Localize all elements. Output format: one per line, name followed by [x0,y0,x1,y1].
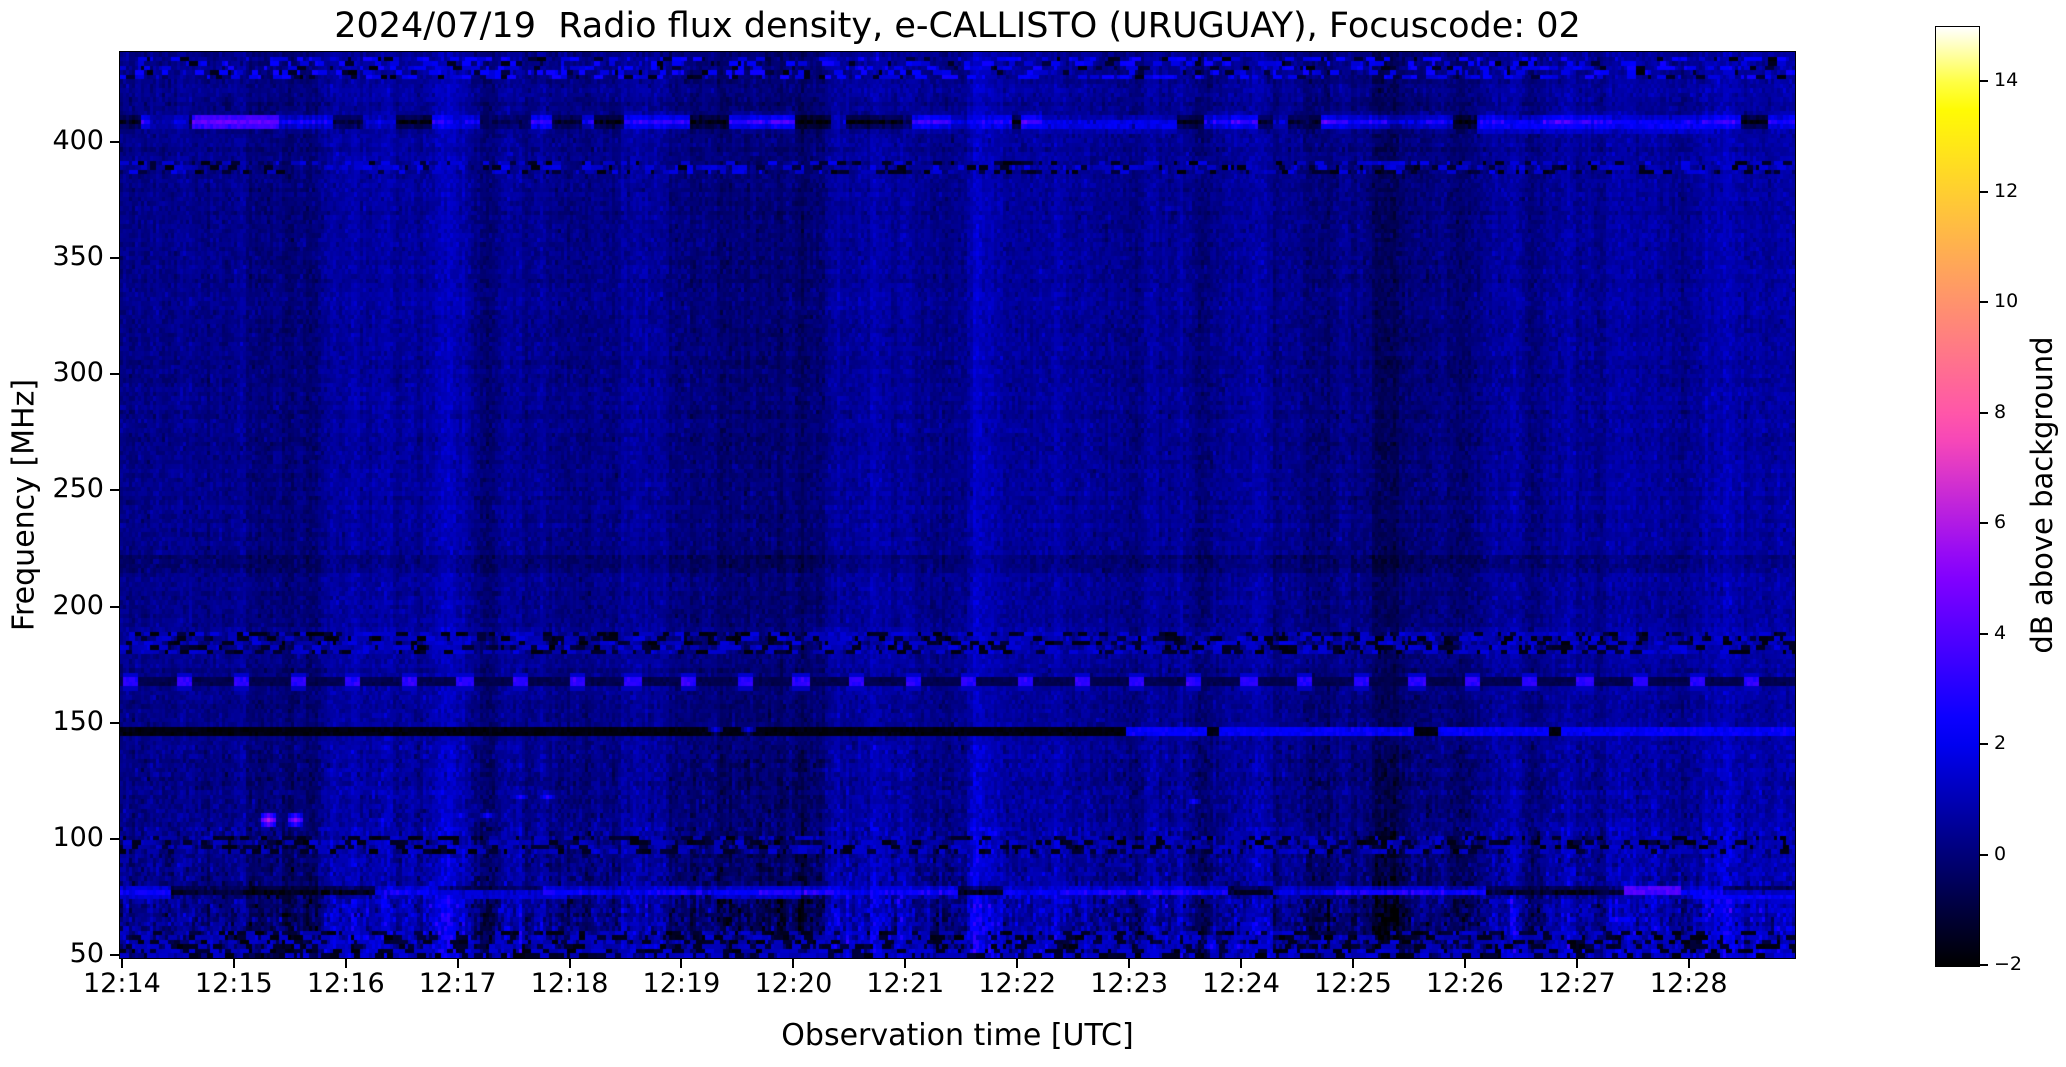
colorbar-tick-label: 8 [1994,400,2007,423]
x-tick-mark [1575,959,1578,968]
x-tick-mark [344,959,347,968]
x-tick-mark [568,959,571,968]
y-tick-label: 200 [52,589,104,621]
x-tick-mark [1240,959,1243,968]
y-tick-mark [110,140,119,143]
x-tick-mark [904,959,907,968]
colorbar-tick-mark [1980,853,1988,856]
y-tick-mark [110,373,119,376]
x-tick-label: 12:27 [1537,968,1616,999]
x-tick-label: 12:18 [530,968,609,999]
x-tick-label: 12:14 [82,968,161,999]
y-tick-label: 250 [52,473,104,505]
x-tick-label: 12:17 [418,968,497,999]
x-tick-mark [120,959,123,968]
colorbar-tick-mark [1980,743,1988,746]
y-tick-mark [110,257,119,260]
y-tick-label: 350 [52,241,104,273]
x-tick-mark [1463,959,1466,968]
y-tick-label: 400 [52,124,104,156]
x-tick-mark [792,959,795,968]
y-tick-label: 50 [69,937,104,969]
x-tick-label: 12:28 [1649,968,1728,999]
colorbar [1935,26,1980,967]
x-tick-label: 12:24 [1202,968,1280,999]
x-tick-label: 12:19 [642,968,721,999]
x-tick-label: 12:15 [194,968,273,999]
y-tick-mark [110,953,119,956]
colorbar-tick-mark [1980,301,1988,304]
x-tick-mark [1128,959,1131,968]
colorbar-tick-mark [1980,411,1988,414]
plot-area [119,51,1796,959]
colorbar-tick-label: 2 [1994,732,2007,755]
colorbar-tick-label: 4 [1994,621,2007,644]
x-tick-label: 12:23 [1090,968,1169,999]
x-tick-label: 12:21 [866,968,945,999]
x-tick-mark [1016,959,1019,968]
y-tick-mark [110,605,119,608]
spectrogram-heatmap [120,52,1795,958]
y-tick-label: 100 [52,821,104,853]
colorbar-tick-mark [1980,80,1988,83]
colorbar-tick-mark [1980,632,1988,635]
x-tick-label: 12:26 [1425,968,1504,999]
colorbar-tick-label: 10 [1994,290,2019,313]
x-tick-mark [232,959,235,968]
colorbar-tick-label: 6 [1994,511,2007,534]
x-tick-mark [1351,959,1354,968]
x-tick-label: 12:16 [306,968,385,999]
y-tick-mark [110,489,119,492]
colorbar-tick-label: −2 [1994,953,2023,975]
y-tick-mark [110,837,119,840]
x-axis-label: Observation time [UTC] [781,1018,1134,1053]
chart-title: 2024/07/19 Radio flux density, e-CALLIST… [334,6,1581,46]
x-tick-label: 12:22 [978,968,1057,999]
y-tick-label: 300 [52,357,104,389]
colorbar-tick-mark [1980,964,1988,966]
x-tick-label: 12:20 [754,968,833,999]
x-tick-mark [456,959,459,968]
colorbar-tick-mark [1980,522,1988,525]
colorbar-tick-label: 12 [1994,179,2019,202]
colorbar-label: dB above background [2025,336,2059,654]
colorbar-tick-label: 0 [1994,842,2007,865]
colorbar-tick-label: 14 [1994,69,2019,92]
colorbar-tick-mark [1980,190,1988,193]
x-tick-mark [680,959,683,968]
y-tick-mark [110,721,119,724]
x-tick-mark [1687,959,1690,968]
y-tick-label: 150 [52,705,104,737]
x-tick-label: 12:25 [1314,968,1392,999]
